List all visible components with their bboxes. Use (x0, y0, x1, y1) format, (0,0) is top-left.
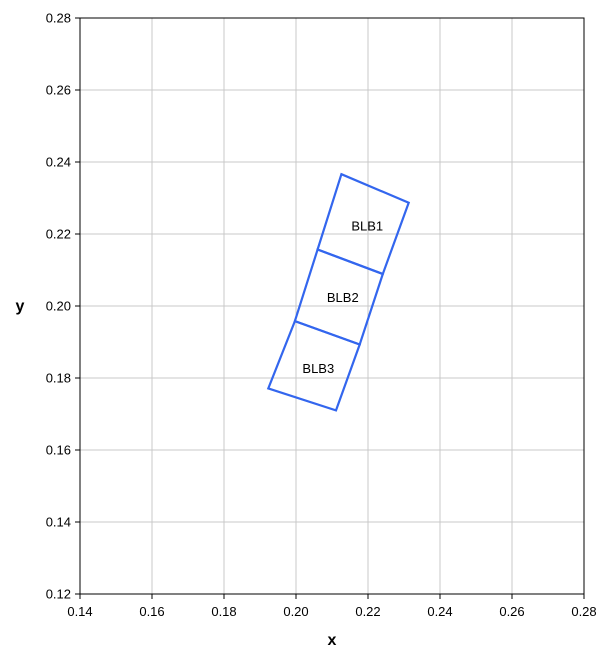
bin-quadrangles: BLB1 BLB2 BLB3 (266, 172, 411, 412)
bin-label-blb3: BLB3 (302, 361, 334, 376)
y-tick-label: 0.28 (46, 11, 71, 26)
y-axis-title: y (16, 298, 25, 315)
x-tick-label: 0.26 (499, 604, 524, 619)
x-tick-label: 0.16 (139, 604, 164, 619)
y-tick-label: 0.16 (46, 443, 71, 458)
bin-label-blb2: BLB2 (327, 290, 359, 305)
x-tick-label: 0.18 (211, 604, 236, 619)
x-tick-label: 0.14 (67, 604, 92, 619)
y-axis-ticks: 0.12 0.14 0.16 0.18 0.20 0.22 0.24 0.26 0.28 (46, 11, 80, 602)
x-tick-label: 0.20 (283, 604, 308, 619)
x-axis-ticks: 0.14 0.16 0.18 0.20 0.22 0.24 0.26 0.28 (67, 594, 597, 619)
x-tick-label: 0.28 (571, 604, 596, 619)
plot-border (79, 17, 585, 595)
bin-outline-blb3 (266, 319, 362, 412)
y-tick-label: 0.20 (46, 299, 71, 314)
y-tick-label: 0.14 (46, 515, 71, 530)
y-tick-label: 0.22 (46, 227, 71, 242)
bin-label-blb1: BLB1 (351, 219, 383, 234)
y-tick-label: 0.26 (46, 83, 71, 98)
x-tick-label: 0.22 (355, 604, 380, 619)
x-tick-label: 0.24 (427, 604, 452, 619)
x-axis-title: x (328, 632, 337, 649)
y-tick-label: 0.12 (46, 587, 71, 602)
y-tick-label: 0.18 (46, 371, 71, 386)
y-tick-label: 0.24 (46, 155, 71, 170)
